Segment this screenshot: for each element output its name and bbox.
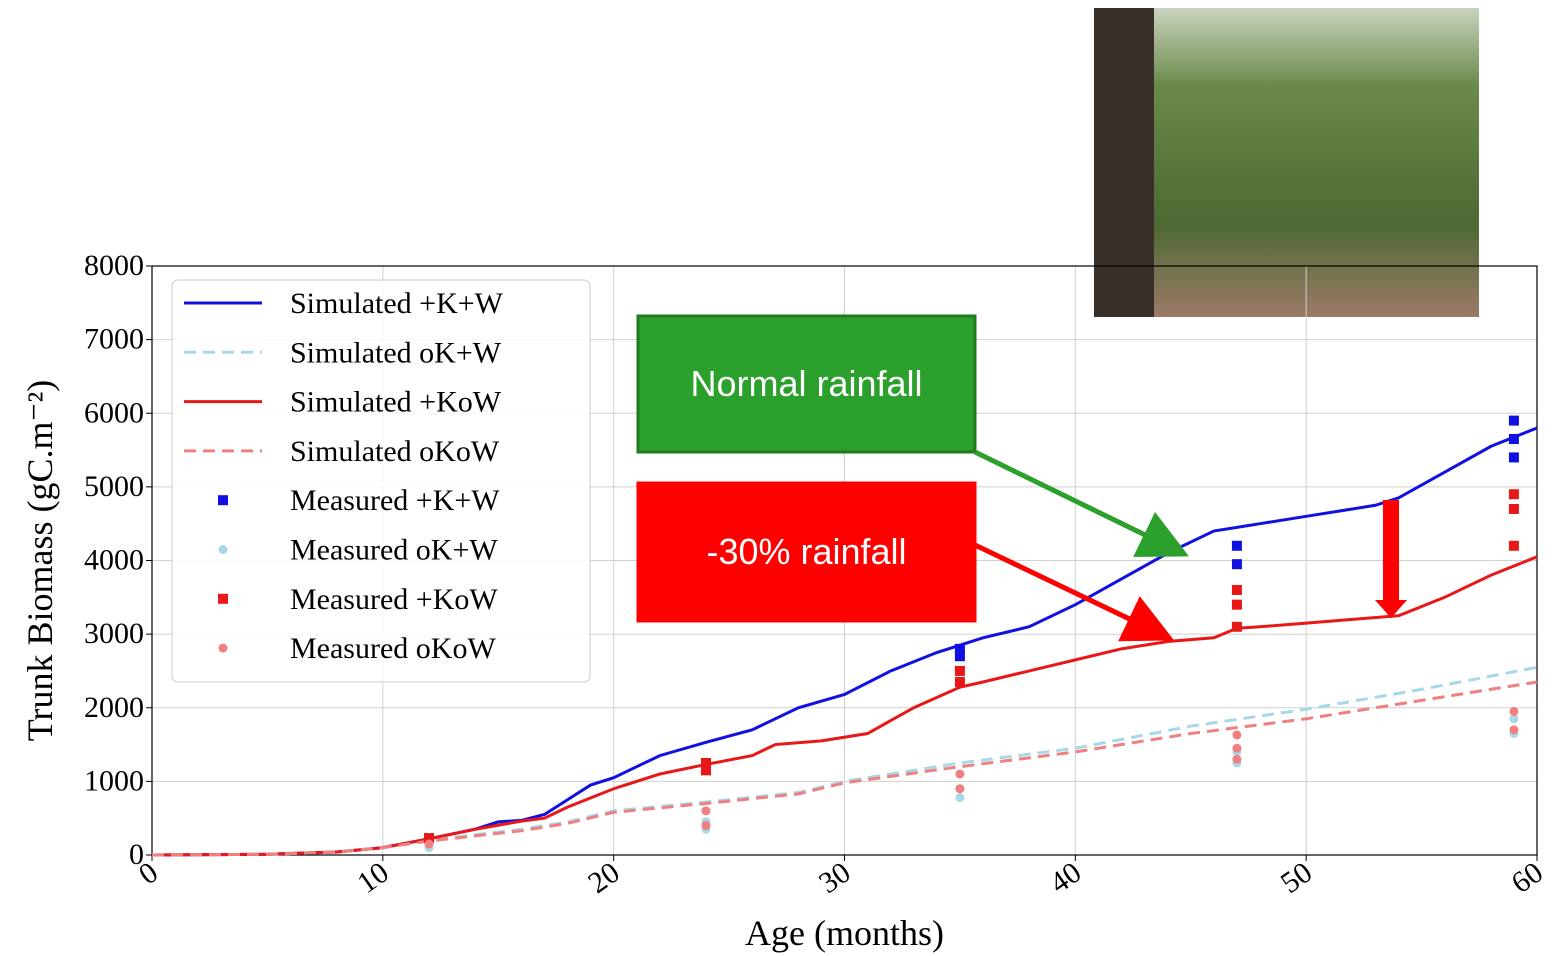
data-point (1231, 621, 1242, 632)
legend-swatch (218, 643, 228, 653)
data-point (701, 765, 711, 776)
x-tick-label: 0 (133, 856, 164, 892)
x-tick-label: 40 (1044, 856, 1088, 900)
y-tick-label: 4000 (84, 544, 144, 577)
annotation-text: Normal rainfall (690, 363, 922, 404)
data-point (1509, 714, 1519, 724)
data-point (1508, 452, 1519, 463)
series-line (151, 426, 1538, 857)
data-point (1508, 434, 1519, 445)
data-point (1231, 599, 1242, 610)
data-point (1232, 743, 1242, 753)
data-point (701, 757, 711, 768)
x-tick-label: 10 (351, 856, 395, 900)
x-tick-label: 30 (813, 856, 857, 900)
legend-swatch (218, 545, 228, 554)
data-point (1232, 730, 1242, 740)
data-point (1508, 540, 1519, 551)
data-point (424, 833, 434, 844)
y-tick-label: 0 (129, 838, 144, 871)
data-point (1509, 725, 1519, 735)
data-point (954, 643, 965, 654)
y-tick-label: 8000 (84, 249, 144, 282)
annotation-box (636, 314, 977, 454)
data-point (701, 806, 711, 816)
legend-label: Measured +KoW (290, 583, 498, 616)
legend-box (171, 279, 591, 683)
data-point (954, 676, 965, 687)
data-point (1508, 503, 1519, 514)
data-point (955, 784, 965, 794)
data-point (424, 839, 434, 849)
data-point (1508, 489, 1519, 500)
data-point (1508, 415, 1519, 426)
legend-label: Measured oKoW (290, 632, 496, 665)
legend-swatch (218, 593, 228, 604)
series-line (151, 680, 1538, 857)
legend-label: Simulated oKoW (290, 435, 500, 468)
data-point (954, 665, 965, 676)
series-line (151, 555, 1538, 857)
gap-arrow (1375, 500, 1407, 618)
data-point (1509, 706, 1519, 716)
x-tick-label: 50 (1275, 856, 1319, 900)
data-point (955, 769, 965, 779)
annotation-arrow (973, 449, 1189, 557)
data-point (955, 793, 965, 803)
x-axis-label: Age (months) (745, 913, 944, 953)
data-point (1231, 540, 1242, 551)
y-tick-label: 5000 (84, 470, 144, 503)
data-point (701, 821, 711, 831)
legend-label: Measured oK+W (290, 534, 498, 567)
data-point (1231, 559, 1242, 570)
legend-label: Simulated +KoW (290, 386, 502, 419)
annotation-arrow (973, 542, 1175, 642)
x-tick-label: 60 (1506, 856, 1550, 900)
data-point (1231, 584, 1242, 595)
data-point (954, 651, 965, 662)
legend-label: Simulated +K+W (290, 287, 504, 320)
legend-label: Simulated oK+W (290, 336, 502, 369)
plot-frame (151, 265, 1538, 856)
x-tick-label: 20 (582, 856, 626, 900)
y-axis-label: Trunk Biomass (gC.m⁻²) (20, 380, 60, 742)
photo (1094, 8, 1479, 317)
legend-label: Measured +K+W (290, 484, 500, 517)
y-tick-label: 2000 (84, 691, 144, 724)
legend-swatch (218, 495, 228, 506)
y-tick-label: 3000 (84, 617, 144, 650)
y-tick-label: 7000 (84, 323, 144, 356)
y-tick-label: 6000 (84, 396, 144, 429)
data-point (1232, 754, 1242, 764)
y-tick-label: 1000 (84, 764, 144, 797)
annotation-box (636, 481, 977, 623)
annotation-text: -30% rainfall (706, 531, 906, 572)
